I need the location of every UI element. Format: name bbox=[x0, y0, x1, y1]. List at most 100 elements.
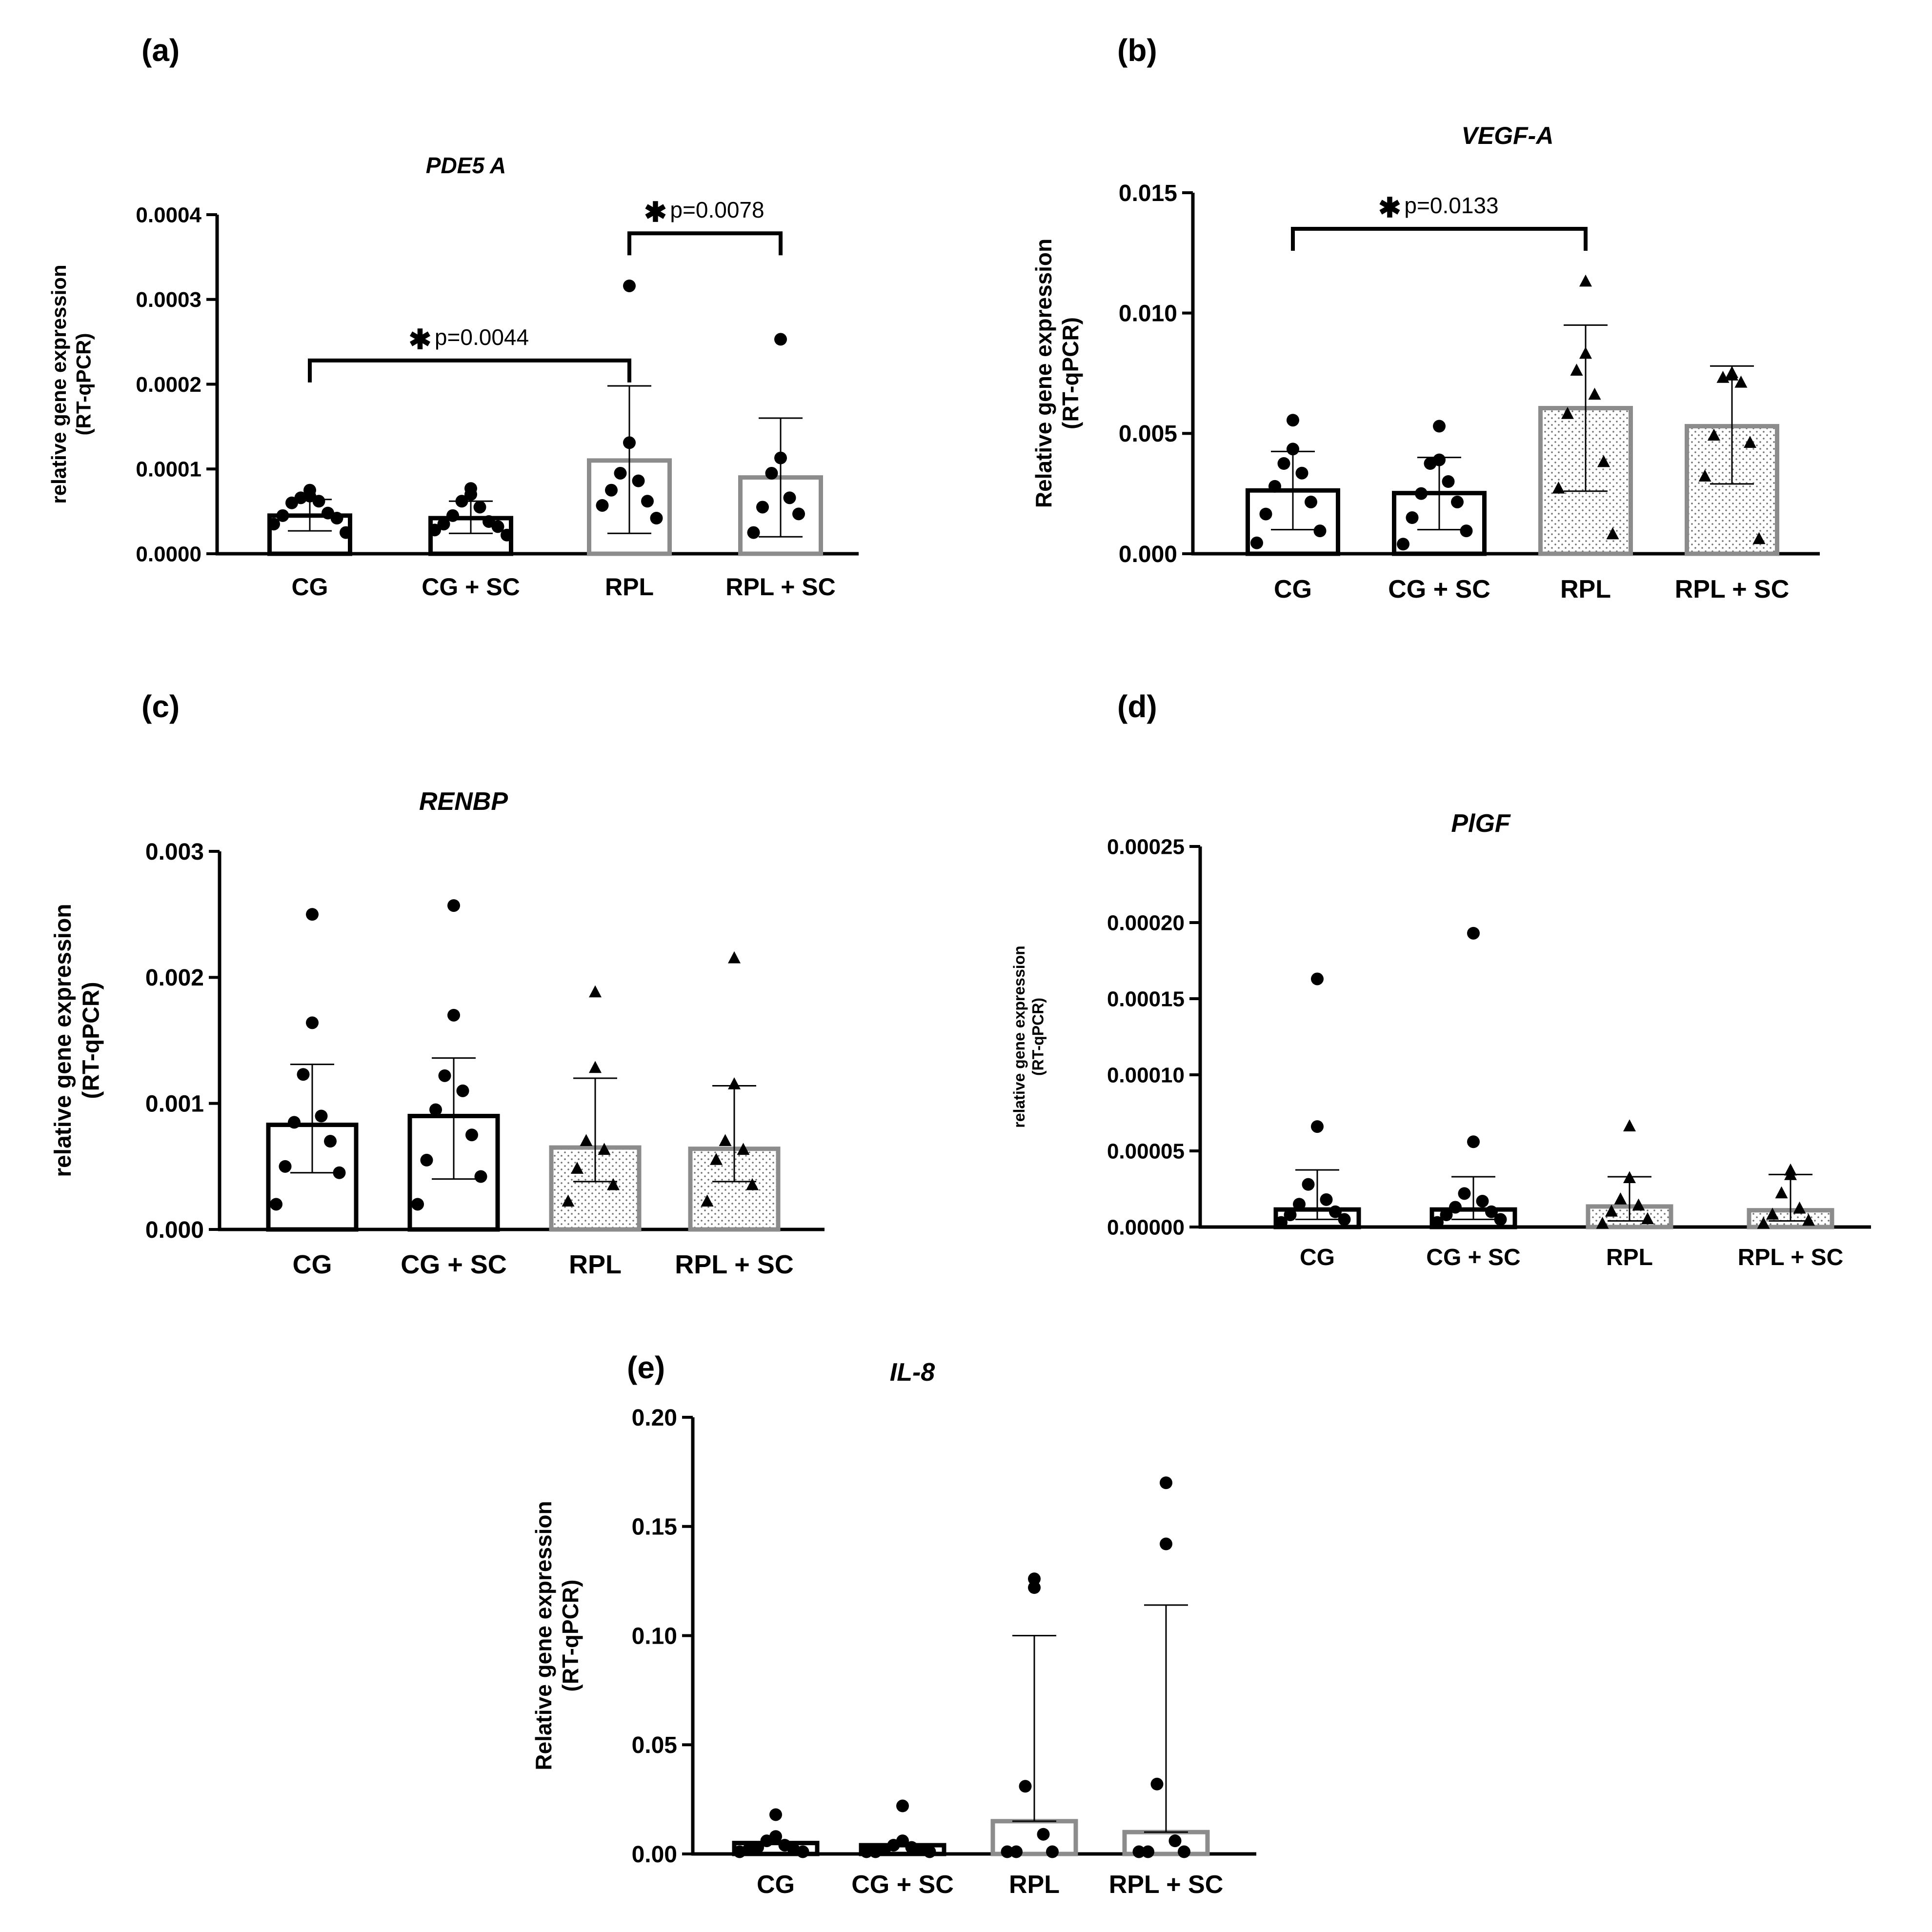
x-tick-label: CG + SC bbox=[1388, 575, 1490, 604]
panel-label-b: (b) bbox=[1117, 33, 1157, 68]
x-tick-label: CG bbox=[293, 1250, 332, 1279]
y-tick-label: 0.000 bbox=[145, 1217, 204, 1243]
data-point bbox=[1716, 371, 1730, 383]
data-point bbox=[1467, 926, 1480, 940]
data-point bbox=[641, 495, 654, 508]
data-point bbox=[1451, 495, 1464, 508]
data-point bbox=[765, 466, 778, 480]
y-tick-label: 0.001 bbox=[145, 1091, 204, 1117]
data-point bbox=[306, 1016, 319, 1029]
data-point bbox=[1397, 538, 1409, 551]
data-point bbox=[796, 1845, 809, 1858]
data-point bbox=[1287, 414, 1299, 427]
data-point bbox=[1142, 1845, 1154, 1858]
data-point bbox=[896, 1799, 909, 1812]
y-tick-label: 0.00020 bbox=[1107, 911, 1185, 935]
data-point bbox=[1415, 487, 1428, 500]
data-point bbox=[1570, 363, 1583, 376]
data-point bbox=[1614, 1192, 1627, 1205]
x-tick-label: CG bbox=[1300, 1245, 1335, 1270]
significance-bracket bbox=[627, 231, 783, 256]
data-point bbox=[420, 1153, 433, 1167]
data-point bbox=[1313, 524, 1327, 538]
data-point bbox=[1028, 1572, 1041, 1586]
data-point bbox=[1579, 346, 1592, 359]
data-point bbox=[1605, 1204, 1618, 1217]
data-point bbox=[1632, 1198, 1645, 1211]
chart-title: RENBP bbox=[419, 787, 508, 816]
y-tick-label: 0.015 bbox=[1119, 181, 1177, 206]
panel-label-c: (c) bbox=[141, 689, 180, 724]
data-point bbox=[562, 1194, 575, 1207]
x-tick-label: RPL bbox=[605, 573, 654, 601]
data-point bbox=[1424, 457, 1437, 470]
x-tick-label: RPL + SC bbox=[1675, 575, 1790, 604]
x-tick-label: CG + SC bbox=[422, 573, 520, 601]
chart-title: PDE5 A bbox=[426, 153, 506, 178]
data-point bbox=[783, 491, 796, 504]
data-point bbox=[1001, 1845, 1014, 1858]
data-point bbox=[1311, 1120, 1324, 1133]
data-point bbox=[491, 520, 504, 533]
y-tick-label: 0.0001 bbox=[136, 458, 201, 482]
significance-label: p=0.0044 bbox=[435, 324, 529, 350]
y-tick-label: 0.0003 bbox=[136, 288, 201, 312]
data-point bbox=[1784, 1168, 1797, 1180]
y-axis-label: (RT-qPCR) bbox=[79, 982, 104, 1099]
significance-star: ✱ bbox=[408, 324, 431, 355]
x-tick-label: RPL + SC bbox=[1738, 1245, 1844, 1270]
y-tick-label: 0.00005 bbox=[1107, 1139, 1185, 1163]
data-point bbox=[1302, 1178, 1315, 1191]
data-point bbox=[276, 509, 289, 522]
chart-panel-e: IL-8 Relative gene expression (RT-qPCR) 0.0… bbox=[531, 1358, 1256, 1899]
data-point bbox=[464, 488, 477, 501]
x-tick-label: CG bbox=[1274, 575, 1312, 604]
data-point bbox=[447, 899, 460, 912]
x-tick-label: CG bbox=[292, 573, 328, 601]
data-point bbox=[571, 1162, 584, 1174]
x-tick-label: CG + SC bbox=[851, 1871, 954, 1899]
data-point bbox=[1019, 1780, 1032, 1793]
data-point bbox=[860, 1845, 873, 1858]
data-point bbox=[701, 1194, 714, 1207]
data-point bbox=[473, 501, 486, 514]
data-point bbox=[1552, 481, 1565, 494]
data-point bbox=[315, 1109, 328, 1123]
data-point bbox=[1293, 1198, 1306, 1211]
data-point bbox=[1250, 536, 1263, 549]
y-tick-label: 0.0002 bbox=[136, 373, 201, 397]
y-tick-label: 0.05 bbox=[632, 1732, 677, 1758]
data-point bbox=[719, 1134, 732, 1147]
data-point bbox=[1606, 527, 1619, 540]
data-point bbox=[1311, 972, 1324, 986]
data-point bbox=[1168, 1834, 1182, 1848]
data-point bbox=[267, 518, 280, 531]
data-point bbox=[1698, 469, 1711, 482]
data-point bbox=[474, 1170, 487, 1183]
chart-panel-c: RENBP relative gene expression (RT-qPCR) 0.… bbox=[50, 787, 825, 1279]
x-tick-label: CG bbox=[757, 1871, 795, 1899]
chart-panel-b: VEGF-A Relative gene expression (RT-qPCR) 0… bbox=[1031, 122, 1820, 604]
data-point bbox=[340, 526, 352, 539]
data-point bbox=[411, 1198, 424, 1211]
data-point bbox=[1757, 1216, 1770, 1229]
data-point bbox=[774, 451, 787, 464]
x-tick-label: RPL + SC bbox=[1109, 1871, 1224, 1899]
data-point bbox=[456, 1084, 469, 1097]
data-point bbox=[465, 1128, 478, 1142]
data-point bbox=[760, 1834, 773, 1848]
data-point bbox=[746, 1178, 759, 1190]
x-tick-label: RPL bbox=[1560, 575, 1611, 604]
data-point bbox=[1726, 368, 1738, 381]
data-point bbox=[285, 496, 298, 509]
y-axis-label: Relative gene expression bbox=[1031, 239, 1056, 508]
data-point bbox=[650, 512, 663, 525]
data-point bbox=[1494, 1213, 1507, 1226]
y-tick-label: 0.00015 bbox=[1107, 987, 1185, 1011]
data-point bbox=[756, 501, 769, 514]
data-point bbox=[1641, 1212, 1654, 1225]
y-axis-label: relative gene expression bbox=[47, 264, 70, 503]
data-point bbox=[1561, 407, 1574, 419]
data-point bbox=[1442, 475, 1455, 488]
